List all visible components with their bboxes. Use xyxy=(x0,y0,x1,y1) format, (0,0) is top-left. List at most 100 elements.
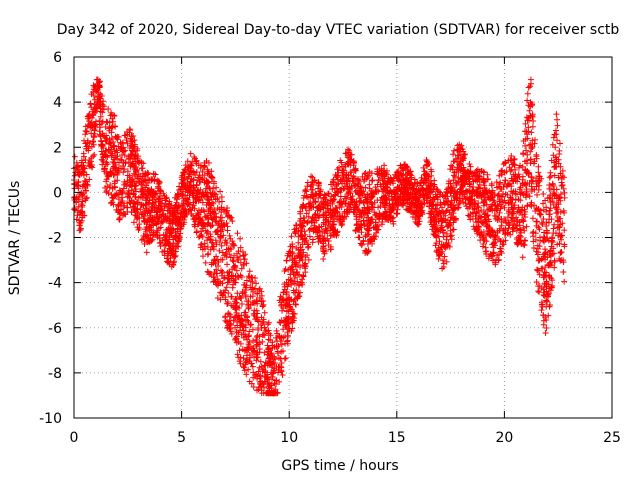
data-point xyxy=(474,225,481,232)
data-point xyxy=(533,266,540,273)
data-point xyxy=(260,390,267,397)
data-point xyxy=(72,169,79,176)
data-point xyxy=(104,154,111,161)
data-point xyxy=(455,175,462,182)
data-point xyxy=(429,202,436,209)
data-point xyxy=(476,232,483,239)
data-point xyxy=(416,194,423,201)
data-point xyxy=(457,191,464,198)
data-point xyxy=(102,135,109,142)
data-point xyxy=(75,179,82,186)
data-point xyxy=(317,186,324,193)
data-point xyxy=(534,191,541,198)
data-point xyxy=(299,205,306,212)
data-point xyxy=(447,233,454,240)
data-point xyxy=(200,191,207,198)
data-point xyxy=(381,162,388,169)
data-point xyxy=(410,202,417,209)
data-point xyxy=(447,187,454,194)
data-point xyxy=(248,286,255,293)
data-point xyxy=(125,156,132,163)
data-point xyxy=(485,206,492,213)
data-point xyxy=(123,137,130,144)
data-point xyxy=(218,204,225,211)
y-tick-label: -10 xyxy=(39,411,62,427)
data-point xyxy=(451,158,458,165)
data-point xyxy=(399,165,406,172)
data-point xyxy=(330,179,337,186)
data-point xyxy=(460,166,467,173)
data-point xyxy=(315,185,322,192)
data-point xyxy=(332,208,339,215)
data-point xyxy=(434,193,441,200)
data-point xyxy=(249,299,256,306)
data-point xyxy=(199,225,206,232)
data-point xyxy=(127,142,134,149)
data-point xyxy=(380,186,387,193)
data-point xyxy=(102,184,109,191)
data-point xyxy=(117,139,124,146)
data-point xyxy=(507,195,514,202)
data-point xyxy=(538,307,545,314)
data-point xyxy=(138,202,145,209)
data-point xyxy=(543,223,550,230)
data-point xyxy=(97,133,104,140)
data-point xyxy=(410,195,417,202)
data-point xyxy=(456,141,463,148)
data-point xyxy=(480,175,487,182)
data-point xyxy=(246,274,253,281)
data-point xyxy=(233,328,240,335)
data-point xyxy=(547,199,554,206)
data-point xyxy=(237,324,244,331)
data-point xyxy=(162,232,169,239)
data-point xyxy=(126,195,133,202)
y-tick-label: -6 xyxy=(48,321,62,337)
data-point xyxy=(243,260,250,267)
data-point xyxy=(546,211,553,218)
data-point xyxy=(250,383,257,390)
data-point xyxy=(538,299,545,306)
data-point xyxy=(438,243,445,250)
data-point xyxy=(179,191,186,198)
data-point xyxy=(199,190,206,197)
data-point xyxy=(199,217,206,224)
data-point xyxy=(548,216,555,223)
data-point xyxy=(181,213,188,220)
data-point xyxy=(513,191,520,198)
data-point xyxy=(76,227,83,234)
data-point xyxy=(525,171,532,178)
data-point xyxy=(473,227,480,234)
data-point xyxy=(515,171,522,178)
data-point xyxy=(536,257,543,264)
data-point xyxy=(467,216,474,223)
data-point xyxy=(176,236,183,243)
data-point xyxy=(218,217,225,224)
data-point xyxy=(232,336,239,343)
data-point xyxy=(542,264,549,271)
data-point xyxy=(241,256,248,263)
data-point xyxy=(502,160,509,167)
data-point xyxy=(420,179,427,186)
data-point xyxy=(247,321,254,328)
data-point xyxy=(324,205,331,212)
data-point xyxy=(551,159,558,166)
data-point xyxy=(451,169,458,176)
data-point xyxy=(427,189,434,196)
data-point xyxy=(447,180,454,187)
data-point xyxy=(371,236,378,243)
data-point xyxy=(146,221,153,228)
data-point xyxy=(368,203,375,210)
data-point xyxy=(188,210,195,217)
data-point xyxy=(153,190,160,197)
data-point xyxy=(173,206,180,213)
data-point xyxy=(523,114,530,121)
data-point xyxy=(233,309,240,316)
data-point xyxy=(188,162,195,169)
data-point xyxy=(173,196,180,203)
data-point xyxy=(364,206,371,213)
data-point xyxy=(373,229,380,236)
data-point xyxy=(436,252,443,259)
data-point xyxy=(243,282,250,289)
data-point xyxy=(273,364,280,371)
data-point xyxy=(530,160,537,167)
